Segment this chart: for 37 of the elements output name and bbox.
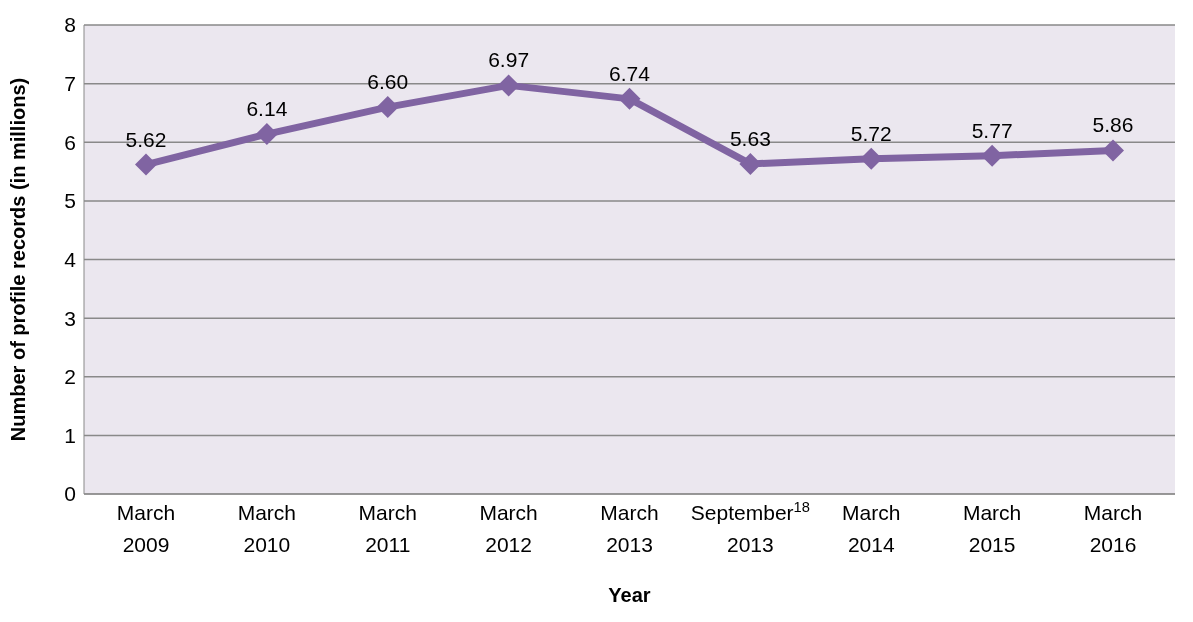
point [255,123,278,146]
data-label: 6.74 [609,61,651,85]
data-label: 5.86 [1092,113,1134,137]
y-tick-label: 1 [64,423,76,447]
y-tick-label: 4 [64,247,77,271]
y-tick-label: 6 [64,130,76,154]
x-tick-label: March 2016 [1083,501,1143,556]
y-tick-label: 7 [64,72,76,96]
point [1102,139,1124,162]
y-tick-label: 2 [64,365,76,389]
data-label: 6.14 [246,97,288,121]
point [981,144,1004,167]
y-tick-label: 8 [64,13,76,37]
point [376,96,399,119]
point [135,153,157,176]
y-tick-label: 3 [64,306,76,330]
x-tick-label: March 2012 [479,501,538,556]
x-tick-label: March 2013 [600,501,659,556]
data-label: 5.62 [125,127,167,151]
data-label: 5.63 [729,126,771,150]
data-label: 6.60 [367,70,409,94]
y-tick-label: 0 [64,482,76,506]
point [497,74,520,97]
data-label: 5.77 [971,118,1013,142]
x-tick-label: March 2015 [962,501,1022,556]
data-label: 5.72 [850,121,892,145]
point [739,152,762,175]
y-tick-label: 5 [64,189,76,213]
data-label: 6.97 [488,48,530,72]
x-tick-label: March 2009 [116,501,176,556]
category-label: September$^{18}$ 2013 [690,499,810,556]
point [618,87,641,110]
y-axis-title: Number of profile records (in millions) [7,77,30,442]
x-tick-label: March 2014 [842,501,901,556]
x-tick-label: March 2011 [358,501,417,556]
x-axis-title: Year [608,584,651,606]
x-tick-label: March 2010 [237,501,297,556]
